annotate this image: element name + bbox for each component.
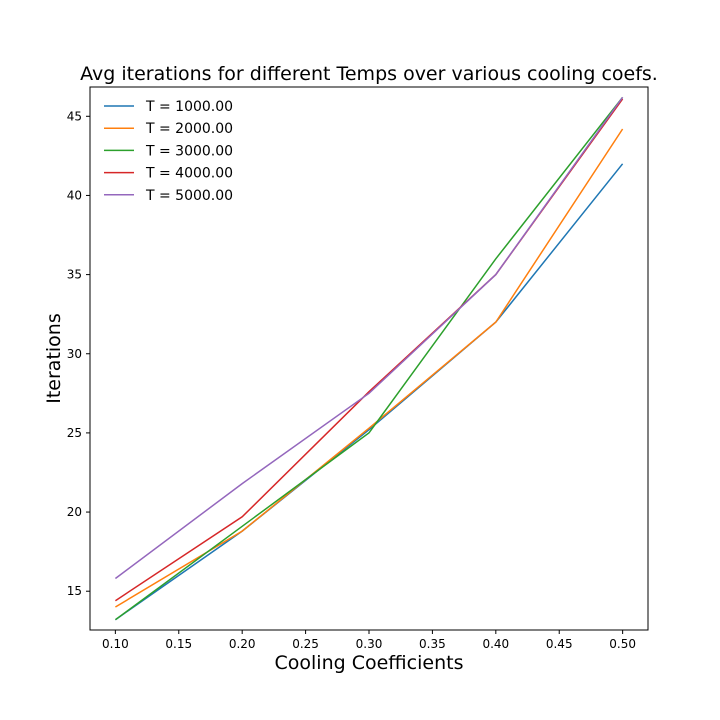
y-tick-label: 25 [67,426,82,440]
series-line-5 [114,96,624,580]
y-tick-label: 15 [67,584,82,598]
legend-entry-label: T = 3000.00 [145,143,233,159]
y-axis-label: Iterations [43,313,65,404]
y-axis-ticks: 15 20 25 30 35 40 45 [67,109,90,598]
x-tick-label: 0.20 [229,637,256,651]
x-tick-label: 0.50 [609,637,636,651]
y-tick-label: 30 [67,347,82,361]
y-tick-label: 35 [67,268,82,282]
x-axis-label: Cooling Coefficients [275,652,464,674]
legend-entry-label: T = 1000.00 [145,99,233,115]
x-tick-label: 0.15 [165,637,192,651]
legend-entry-label: T = 4000.00 [145,166,233,182]
x-tick-label: 0.25 [292,637,319,651]
chart-title: Avg iterations for different Temps over … [80,63,658,85]
y-tick-label: 20 [67,505,82,519]
legend-entry-label: T = 5000.00 [145,188,233,204]
x-tick-label: 0.40 [482,637,509,651]
y-tick-label: 45 [67,109,82,123]
series-lines [114,96,624,621]
x-axis-ticks: 0.10 0.15 0.20 0.25 0.30 0.35 0.40 0.45 0.50 [102,630,636,651]
x-tick-label: 0.45 [546,637,573,651]
y-tick-label: 40 [67,188,82,202]
x-tick-label: 0.10 [102,637,129,651]
series-line-3 [114,96,624,621]
series-line-1 [114,163,624,621]
legend-entry-label: T = 2000.00 [145,121,233,137]
series-line-2 [115,128,624,608]
x-tick-label: 0.30 [356,637,383,651]
x-tick-label: 0.35 [419,637,446,651]
legend: T = 1000.00 T = 2000.00 T = 3000.00 T = 400… [104,99,233,204]
